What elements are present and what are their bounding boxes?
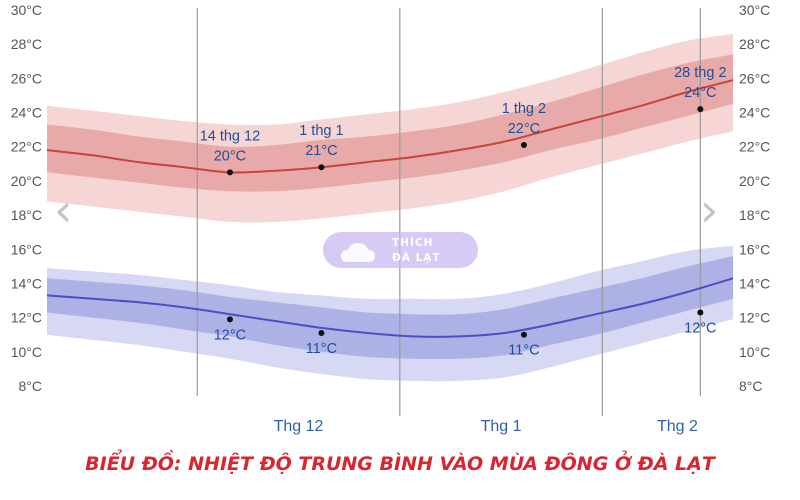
y-tick-left: 28°C: [11, 36, 42, 52]
low-annotation-dot: [226, 316, 233, 323]
watermark-logo: THÍCH ĐÀ LẠT: [323, 232, 478, 268]
y-tick-right: 8°C: [739, 378, 763, 394]
y-tick-right: 22°C: [739, 139, 770, 155]
grid-layer: [196, 8, 701, 416]
y-axis-left: 8°C 10°C 12°C 14°C 16°C 18°C 20°C 22°C 24°C 26°C 2…: [11, 2, 42, 394]
low-annotation-dot: [318, 330, 325, 337]
y-tick-right: 10°C: [739, 344, 770, 360]
y-tick-right: 18°C: [739, 207, 770, 223]
low-annotation-dot: [520, 331, 527, 338]
x-month-label: Thg 2: [657, 418, 698, 435]
y-tick-right: 20°C: [739, 173, 770, 189]
y-tick-right: 26°C: [739, 70, 770, 86]
prev-button[interactable]: ‹: [54, 183, 72, 237]
high-mean-line: [46, 79, 734, 174]
x-month-label: Thg 12: [274, 418, 324, 435]
low-annotation-dot: [697, 309, 704, 316]
lines-layer: [46, 79, 734, 338]
high-annotation-date: 14 thg 12: [200, 128, 260, 144]
low-band-p25-p75: [47, 256, 733, 359]
y-tick-right: 16°C: [739, 241, 770, 257]
y-tick-left: 22°C: [11, 139, 42, 155]
high-annotation-value: 22°C: [508, 121, 540, 137]
y-tick-right: 12°C: [739, 310, 770, 326]
high-annotation-value: 24°C: [684, 85, 716, 101]
low-annotation-value: 12°C: [214, 327, 246, 343]
y-tick-left: 10°C: [11, 344, 42, 360]
chart-title: BIỂU ĐỒ: NHIỆT ĐỘ TRUNG BÌNH VÀO MÙA ĐÔN…: [85, 449, 717, 475]
y-tick-left: 16°C: [11, 241, 42, 257]
low-annotation-value: 11°C: [508, 343, 539, 359]
y-tick-left: 12°C: [11, 310, 42, 326]
chevron-left-icon[interactable]: ‹: [54, 183, 72, 237]
high-annotation-dot: [226, 169, 233, 176]
high-annotation-dot: [697, 106, 704, 113]
y-tick-right: 14°C: [739, 275, 770, 291]
watermark-line2: ĐÀ LẠT: [392, 251, 441, 264]
high-annotation-date: 28 thg 2: [674, 65, 726, 81]
y-tick-right: 28°C: [739, 36, 770, 52]
y-tick-left: 26°C: [11, 70, 42, 86]
high-annotation-dot: [318, 164, 325, 171]
y-tick-left: 18°C: [11, 207, 42, 223]
bands-layer: [47, 33, 733, 382]
y-tick-left: 24°C: [11, 105, 42, 121]
watermark-line1: THÍCH: [392, 236, 433, 249]
y-axis-right: 8°C 10°C 12°C 14°C 16°C 18°C 20°C 22°C 24°C 26°C 2…: [739, 2, 770, 394]
low-annotation-value: 12°C: [684, 321, 716, 337]
annotations-layer: 14 thg 12 20°C 1 thg 1 21°C 1 thg 2 22°C 28 th…: [200, 65, 727, 359]
chevron-right-icon[interactable]: ›: [700, 183, 718, 237]
high-annotation-value: 21°C: [305, 143, 337, 159]
next-button[interactable]: ›: [700, 183, 718, 237]
y-tick-left: 30°C: [11, 2, 42, 18]
y-tick-right: 24°C: [739, 105, 770, 121]
y-tick-left: 8°C: [19, 378, 43, 394]
low-annotation-value: 11°C: [306, 341, 337, 357]
y-tick-left: 14°C: [11, 275, 42, 291]
high-annotation-date: 1 thg 2: [502, 101, 546, 117]
x-month-label: Thg 1: [481, 418, 522, 435]
low-mean-line: [46, 277, 734, 338]
low-band-p10-p90: [47, 245, 733, 382]
y-tick-right: 30°C: [739, 2, 770, 18]
cloud-logo-icon: [341, 243, 375, 262]
high-band-p25-p75: [47, 54, 733, 192]
high-annotation-dot: [520, 142, 527, 149]
x-axis-months: Thg 12 Thg 1 Thg 2: [274, 418, 698, 435]
y-tick-left: 20°C: [11, 173, 42, 189]
high-annotation-value: 20°C: [214, 148, 246, 164]
high-annotation-date: 1 thg 1: [299, 123, 343, 139]
